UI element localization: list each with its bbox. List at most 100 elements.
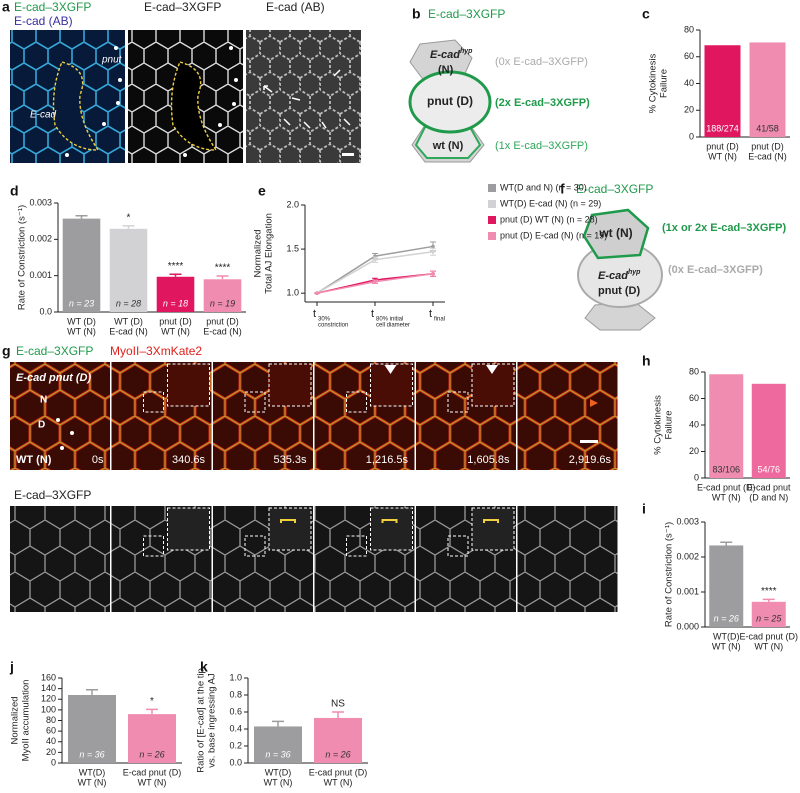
point xyxy=(373,257,377,262)
y-axis-label: Failure xyxy=(664,410,675,439)
image-label: E-cad xyxy=(30,110,57,121)
arrowhead xyxy=(590,399,598,407)
x-tick-label: WT(D) xyxy=(79,767,106,777)
y-tick-label: 20 xyxy=(46,747,56,757)
micrograph xyxy=(246,30,361,163)
panel-g: g E-cad–3XGFP MyoII–3XmKate2 E-cad–3XGFP… xyxy=(2,343,618,612)
x-tick-label: (D and N) xyxy=(749,492,788,502)
error-bar xyxy=(720,541,733,546)
y-tick-label: 0.8 xyxy=(229,689,242,699)
value-label: 41/58 xyxy=(756,123,779,133)
x-tick-sublabel: constriction xyxy=(318,323,348,329)
timestamp: 340.6s xyxy=(172,454,206,466)
bar xyxy=(128,714,176,763)
error-bar xyxy=(122,225,135,229)
x-tick-sublabel: final xyxy=(434,317,445,323)
significance: NS xyxy=(331,699,345,710)
legend-swatch xyxy=(488,216,496,224)
x-tick-label: E-cad pnut (D) xyxy=(697,482,756,492)
x-tick-sublabel: 30% xyxy=(318,317,331,323)
x-tick-label: WT (N) xyxy=(754,641,783,651)
y-tick-label: 100 xyxy=(41,704,56,714)
cell-label: (N) xyxy=(438,64,454,76)
x-tick-label: t xyxy=(429,308,432,320)
y-tick-label: 0.003 xyxy=(29,197,52,207)
x-tick-label: WT(D) xyxy=(713,631,740,641)
x-tick-label: WT (N) xyxy=(78,777,107,787)
value-label: 83/106 xyxy=(712,464,740,474)
legend-label: pnut (D) WT (N) (n = 28) xyxy=(500,214,598,224)
y-tick-label: 0.0 xyxy=(229,757,242,767)
n-label: n = 26 xyxy=(139,749,164,759)
note: (2x E-cad–3XGFP) xyxy=(495,97,590,109)
bracket xyxy=(483,519,499,523)
image-label: MyoII–3XmKate2 xyxy=(110,344,202,358)
bracket xyxy=(381,519,398,523)
significance: **** xyxy=(761,586,777,597)
timestamp: 1,216.5s xyxy=(366,454,409,466)
x-tick-label: E-cad (N) xyxy=(748,151,787,161)
point xyxy=(431,271,435,276)
x-tick-label: E-cad (N) xyxy=(109,326,148,336)
y-tick-label: 60 xyxy=(684,51,694,61)
x-tick-label: t xyxy=(371,308,374,320)
error-bar xyxy=(762,598,775,602)
x-tick-label: WT (N) xyxy=(712,641,741,651)
legend-label: WT(D) E-cad (N) (n = 29) xyxy=(500,198,601,208)
dot xyxy=(56,418,60,422)
panel-f: f E-cad–3XGFP wt (N) E-cadhyp pnut (D) (… xyxy=(560,181,786,331)
y-tick-label: 40 xyxy=(689,419,699,429)
cell-label: wt (N) xyxy=(432,140,464,152)
n-label: n = 18 xyxy=(163,298,188,308)
y-axis-label: Rate of Constriction (s⁻¹) xyxy=(664,522,675,627)
panel-letter: d xyxy=(10,183,19,199)
inset xyxy=(370,507,413,551)
scale-bar xyxy=(580,440,598,443)
note: (0x E-cad–3XGFP) xyxy=(668,264,763,276)
clone-outline xyxy=(52,61,100,151)
x-tick-label: E-cad pnut xyxy=(747,482,791,492)
panel-letter: e xyxy=(258,183,266,199)
n-label: n = 26 xyxy=(714,613,739,623)
diagram-title: E-cad–3XGFP xyxy=(576,182,653,196)
y-tick-label: 2.0 xyxy=(286,199,299,209)
x-tick-label: pnut (D) xyxy=(206,316,239,326)
inset-box xyxy=(244,391,266,413)
y-axis-label: Total AJ Elongation xyxy=(264,213,275,294)
diagram-title: E-cad–3XGFP xyxy=(428,7,505,21)
bar xyxy=(751,601,786,627)
y-tick-label: 0 xyxy=(51,757,56,767)
inset-box xyxy=(447,535,469,557)
inset xyxy=(268,363,312,407)
y-axis-label: % Cytokinesis xyxy=(648,53,659,113)
error-bar xyxy=(272,720,284,727)
x-tick-label: pnut (D) xyxy=(751,141,784,151)
y-tick-label: 0.001 xyxy=(29,270,52,280)
bar xyxy=(709,374,744,478)
y-tick-label: 0.0 xyxy=(39,306,52,316)
image-label: E-cad (AB) xyxy=(14,14,73,28)
y-tick-label: 20 xyxy=(689,446,699,456)
inset-box xyxy=(346,535,367,557)
image-label: E-cad pnut (D) xyxy=(16,372,91,384)
micrograph xyxy=(10,362,110,470)
chart: h 0 20 40 60 80 % Cytokinesis Failure 83/106 E-ca… xyxy=(642,353,791,503)
y-tick-label: 80 xyxy=(689,366,699,376)
bar xyxy=(751,383,786,478)
inset xyxy=(167,507,210,551)
bar xyxy=(62,218,101,312)
error-bar xyxy=(332,711,344,718)
cell-label: wt (N) xyxy=(598,226,632,240)
y-tick-label: 1.0 xyxy=(229,672,242,682)
x-tick-label: WT(D) xyxy=(265,767,292,777)
inset xyxy=(167,363,210,407)
significance: * xyxy=(150,696,154,707)
note: (1x E-cad–3XGFP) xyxy=(495,140,588,152)
y-axis-label: Rate of Constriction (s⁻¹) xyxy=(17,205,28,310)
bracket xyxy=(280,519,296,523)
y-tick-label: 20 xyxy=(684,105,694,115)
y-tick-label: 40 xyxy=(684,78,694,88)
value-label: 188/274 xyxy=(706,123,739,133)
inset-box xyxy=(143,391,164,413)
point xyxy=(431,244,435,249)
